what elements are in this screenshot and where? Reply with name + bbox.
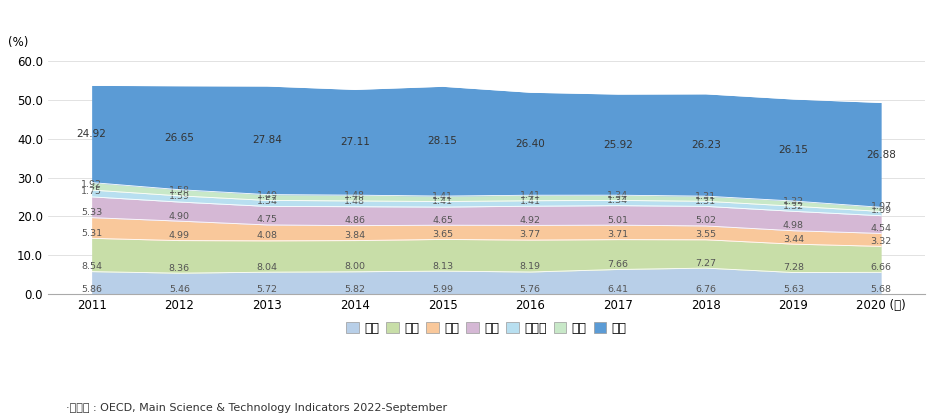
Text: 1.48: 1.48 — [344, 191, 366, 200]
Text: 3.84: 3.84 — [344, 231, 366, 240]
Text: 1.41: 1.41 — [432, 192, 453, 201]
Text: 3.77: 3.77 — [520, 230, 540, 239]
Text: 1.07: 1.07 — [870, 202, 892, 211]
Text: 3.55: 3.55 — [696, 230, 716, 239]
Text: 25.92: 25.92 — [603, 140, 633, 150]
Text: 27.84: 27.84 — [252, 135, 282, 145]
Text: 1.41: 1.41 — [520, 197, 540, 205]
Text: 26.65: 26.65 — [164, 133, 195, 143]
Text: 1.48: 1.48 — [344, 197, 366, 206]
Text: 1.31: 1.31 — [696, 192, 716, 201]
Text: 8.13: 8.13 — [432, 261, 453, 271]
Text: 6.41: 6.41 — [607, 285, 629, 294]
Text: 1.58: 1.58 — [169, 186, 190, 195]
Text: 5.01: 5.01 — [607, 215, 629, 225]
Text: 5.82: 5.82 — [344, 285, 366, 294]
Text: 4.92: 4.92 — [520, 216, 540, 225]
Text: 8.54: 8.54 — [81, 262, 102, 271]
Text: 3.44: 3.44 — [783, 234, 804, 244]
Text: 26.15: 26.15 — [778, 145, 808, 155]
Text: 5.68: 5.68 — [870, 285, 892, 294]
Text: 8.19: 8.19 — [520, 262, 540, 271]
Text: 1.54: 1.54 — [257, 197, 277, 206]
Text: 6.76: 6.76 — [696, 285, 716, 294]
Text: 4.08: 4.08 — [257, 231, 277, 240]
Text: 5.72: 5.72 — [257, 285, 277, 294]
Text: 28.15: 28.15 — [428, 136, 458, 146]
Text: 7.27: 7.27 — [696, 259, 716, 268]
Text: 4.99: 4.99 — [169, 231, 190, 240]
Text: 5.99: 5.99 — [432, 285, 453, 294]
Legend: 한국, 미국, 일본, 독일, 프랑스, 영국, 중국: 한국, 미국, 일본, 독일, 프랑스, 영국, 중국 — [341, 317, 632, 339]
Text: 8.04: 8.04 — [257, 263, 277, 271]
Text: ·자료원 : OECD, Main Science & Technology Indicators 2022-September: ·자료원 : OECD, Main Science & Technology I… — [66, 403, 446, 413]
Text: 3.65: 3.65 — [432, 230, 453, 239]
Text: 5.31: 5.31 — [81, 229, 102, 238]
Text: 3.71: 3.71 — [607, 230, 629, 239]
Text: 3.32: 3.32 — [870, 237, 892, 246]
Text: 4.90: 4.90 — [169, 212, 190, 220]
Text: 5.86: 5.86 — [81, 285, 102, 294]
Text: 26.88: 26.88 — [866, 150, 896, 160]
Text: 5.76: 5.76 — [520, 285, 540, 294]
Text: 5.46: 5.46 — [169, 285, 190, 294]
Text: 6.66: 6.66 — [870, 263, 892, 272]
Text: 4.65: 4.65 — [432, 216, 453, 225]
Text: 1.41: 1.41 — [520, 191, 540, 200]
Text: 1.32: 1.32 — [783, 197, 804, 205]
Text: 1.92: 1.92 — [81, 181, 102, 189]
Text: 24.92: 24.92 — [77, 129, 106, 139]
Text: 1.34: 1.34 — [607, 196, 629, 205]
Text: 1.09: 1.09 — [870, 206, 892, 215]
Text: 1.31: 1.31 — [696, 197, 716, 206]
Text: 4.86: 4.86 — [344, 216, 366, 225]
Text: 27.11: 27.11 — [340, 137, 369, 147]
Text: 7.66: 7.66 — [607, 260, 629, 269]
Text: 1.49: 1.49 — [257, 191, 277, 200]
Text: 1.32: 1.32 — [783, 202, 804, 211]
Text: 5.33: 5.33 — [81, 208, 102, 217]
Text: 1.41: 1.41 — [432, 198, 453, 207]
Text: 4.54: 4.54 — [870, 224, 892, 233]
Text: 5.02: 5.02 — [696, 216, 716, 225]
Text: 1.34: 1.34 — [607, 191, 629, 200]
Text: 26.40: 26.40 — [515, 139, 545, 149]
Text: 4.75: 4.75 — [257, 215, 277, 225]
Text: 4.98: 4.98 — [783, 221, 804, 230]
Text: 8.00: 8.00 — [344, 262, 366, 271]
Text: 1.59: 1.59 — [169, 193, 190, 201]
Text: 1.75: 1.75 — [81, 187, 102, 196]
Text: (%): (%) — [8, 36, 29, 49]
Text: 26.23: 26.23 — [691, 140, 721, 150]
Text: 8.36: 8.36 — [169, 264, 190, 273]
Text: 7.28: 7.28 — [783, 263, 804, 272]
Text: 5.63: 5.63 — [783, 285, 804, 294]
